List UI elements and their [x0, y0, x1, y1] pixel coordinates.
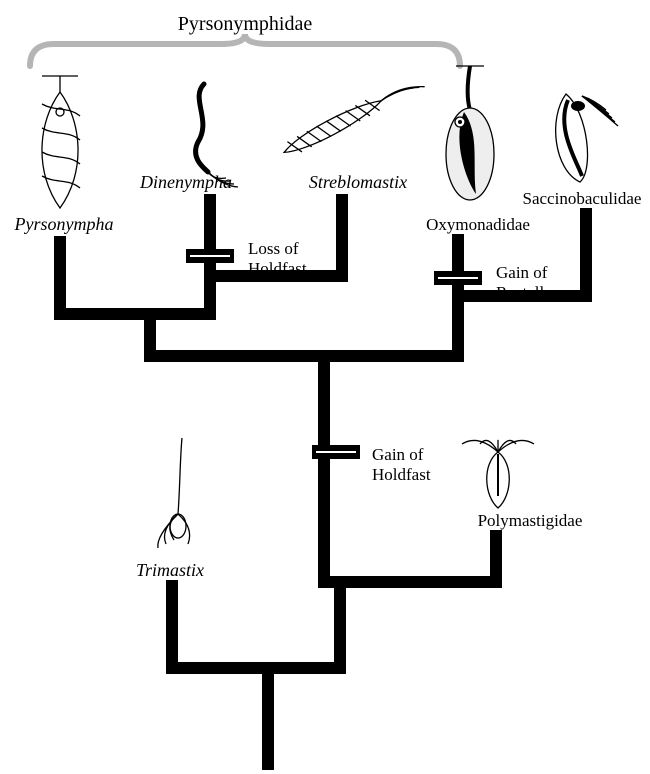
event-label-gain_holdfast: Holdfast — [372, 465, 431, 484]
taxon-label-trimastix: Trimastix — [136, 560, 204, 580]
event-label-loss_holdfast: Loss of — [248, 239, 299, 258]
taxon-label-oxymonadidae: Oxymonadidae — [426, 215, 530, 234]
taxon-label-polymastigidae: Polymastigidae — [478, 511, 583, 530]
taxon-label-streblomastix: Streblomastix — [309, 172, 407, 192]
taxon-label-saccinobaculidae: Saccinobaculidae — [523, 189, 642, 208]
event-label-loss_holdfast: Holdfast — [248, 259, 307, 278]
brace-label: Pyrsonymphidae — [178, 13, 313, 35]
taxon-label-pyrsonympha: Pyrsonympha — [14, 214, 114, 234]
taxon-label-dinenympha: Dinenympha — [139, 172, 232, 192]
event-label-gain_rostellum: Gain of — [496, 263, 548, 282]
event-label-gain_rostellum: Rostellum — [496, 283, 566, 302]
event-label-gain_holdfast: Gain of — [372, 445, 424, 464]
